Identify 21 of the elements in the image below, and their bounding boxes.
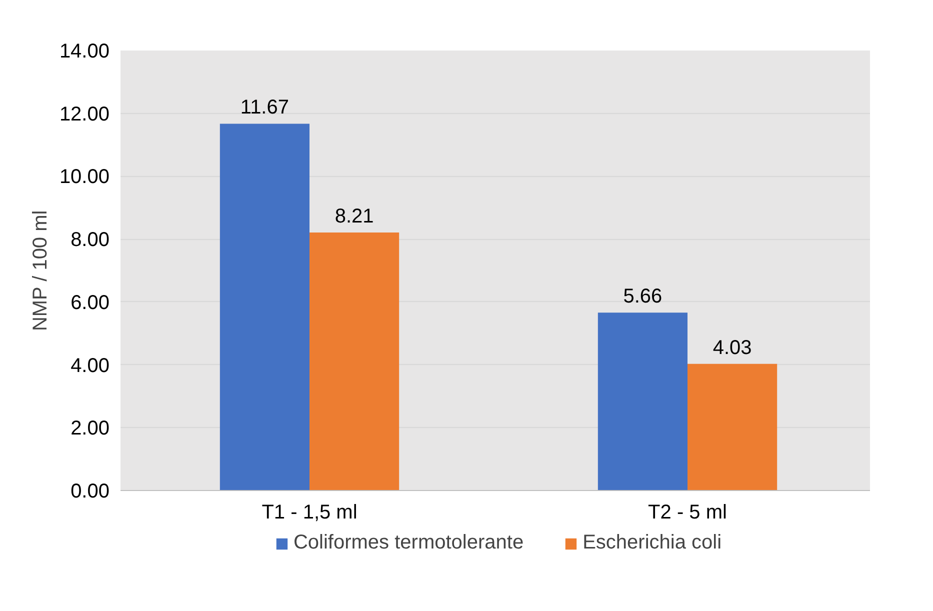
legend-label: Escherichia coli [582,532,722,554]
bar [220,124,310,490]
bar [598,312,688,490]
bar [688,364,778,490]
y-tick-label: 14.00 [59,40,110,62]
data-label: 8.21 [334,205,374,228]
data-label: 4.03 [712,336,752,359]
data-label: 5.66 [623,286,662,308]
y-tick-label: 2.00 [70,418,110,440]
legend-label: Coliformes termotolerante [293,532,524,554]
x-tick-label: T1 - 1,5 ml [262,502,358,524]
data-label: 11.67 [240,96,290,119]
y-tick-label: 12.00 [59,103,110,126]
y-tick-label: 6.00 [70,292,110,314]
y-tick-label: 4.00 [70,354,110,377]
y-tick-label: 0.00 [70,480,110,502]
x-tick-label: T2 - 5 ml [648,502,727,524]
y-axis-title: NMP / 100 ml [29,210,52,332]
bar [310,232,400,490]
y-tick-label: 10.00 [59,166,110,188]
y-tick-label: 8.00 [70,229,110,252]
